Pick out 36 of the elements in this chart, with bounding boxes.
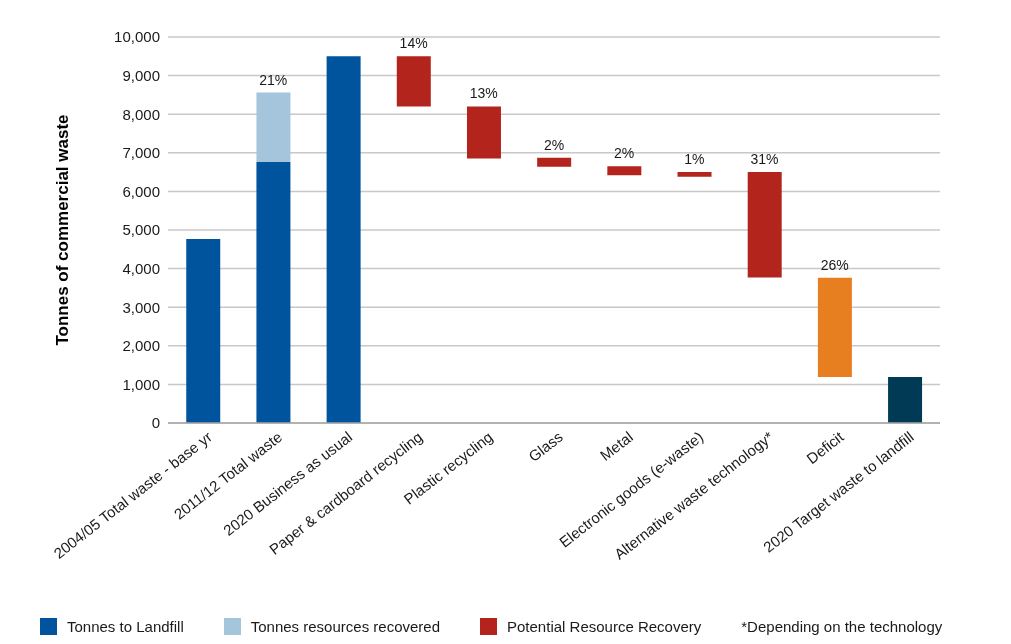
y-tick-label: 8,000 [122, 105, 160, 123]
y-tick-label: 1,000 [122, 375, 160, 393]
bar [888, 377, 923, 423]
bar [817, 277, 852, 378]
bar [466, 106, 501, 159]
y-axis-title: Tonnes of commercial waste [53, 114, 73, 346]
y-tick-label: 7,000 [122, 144, 160, 162]
y-tick-label: 2,000 [122, 337, 160, 355]
legend-label: Tonnes resources recovered [250, 617, 441, 635]
bar [747, 172, 782, 278]
bar [677, 172, 712, 177]
annotation: 26% [820, 256, 849, 273]
bar [326, 56, 361, 423]
legend-label: Potential Resource Recovery [507, 617, 702, 635]
text: *Depending on the technology [741, 617, 943, 635]
annotation: 31% [750, 151, 779, 168]
bar [537, 157, 572, 167]
y-tick-label: 3,000 [122, 298, 160, 316]
annotation: 13% [469, 85, 498, 102]
annotation: 21% [259, 71, 288, 88]
bar [256, 92, 291, 163]
annotation: 2% [614, 145, 635, 162]
annotation: 1% [684, 151, 705, 168]
bar [256, 162, 291, 423]
y-tick-label: 6,000 [122, 182, 160, 200]
bar [396, 56, 431, 107]
y-tick-label: 9,000 [122, 66, 160, 84]
annotation: 2% [543, 136, 565, 153]
legend-label: Tonnes to Landfill [67, 617, 184, 635]
annotation: 14% [399, 35, 428, 52]
y-tick-label: 0 [151, 414, 160, 432]
y-tick-label: 5,000 [122, 221, 160, 239]
y-tick-label: 10,000 [114, 28, 160, 46]
bar [607, 166, 642, 176]
y-tick-label: 4,000 [122, 259, 160, 277]
bar [186, 238, 221, 423]
